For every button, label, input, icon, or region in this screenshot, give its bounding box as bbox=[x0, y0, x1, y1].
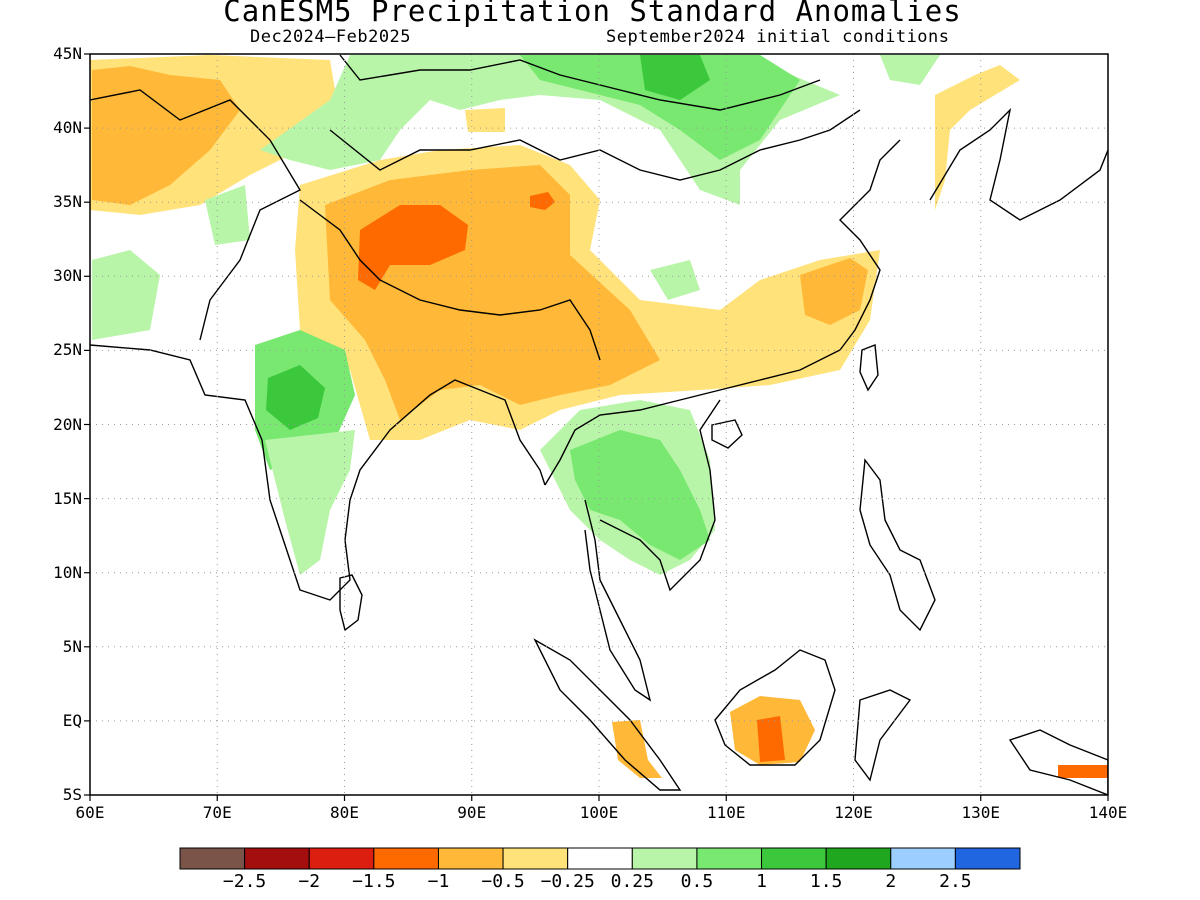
colorbar bbox=[179, 847, 1021, 870]
colorbar-swatch bbox=[696, 847, 763, 870]
colorbar-swatch bbox=[890, 847, 956, 870]
colorbar-tick-label: −1.5 bbox=[352, 871, 396, 892]
anomaly-shading bbox=[90, 55, 1108, 778]
dry-anomaly-borneo-core bbox=[757, 716, 785, 762]
colorbar-swatch bbox=[954, 847, 1021, 870]
lat-tick-label: 30N bbox=[53, 266, 82, 286]
lat-tick-label: 40N bbox=[53, 118, 82, 138]
map-title: CanESM5 Precipitation Standard Anomalies bbox=[223, 0, 962, 28]
dry-anomaly-small-core bbox=[530, 192, 555, 210]
colorbar-tick-label: 1.5 bbox=[809, 871, 843, 892]
colorbar-tick-label: 2 bbox=[885, 871, 897, 892]
colorbar-tick-label: −2.5 bbox=[222, 871, 267, 892]
taiwan-coast bbox=[859, 344, 879, 392]
colorbar-swatch bbox=[308, 847, 375, 870]
lon-tick-label: 60E bbox=[75, 803, 105, 822]
lat-tick-label: 15N bbox=[53, 488, 82, 508]
philippines-coast bbox=[859, 458, 936, 632]
lon-tick-label: 140E bbox=[1088, 803, 1128, 822]
dry-anomaly-sumatra bbox=[612, 720, 662, 778]
coastlines bbox=[90, 54, 1108, 795]
lon-tick-label: 120E bbox=[834, 803, 873, 822]
wet-anomaly-indochina-core bbox=[570, 430, 710, 560]
sulawesi-coast bbox=[854, 689, 912, 782]
colorbar-swatch bbox=[761, 847, 827, 870]
lat-tick-label: 5N bbox=[62, 636, 82, 656]
lon-tick-label: 80E bbox=[330, 803, 359, 822]
colorbar-tick-label: −2 bbox=[298, 871, 321, 892]
initial-conditions-subtitle: September2024 initial conditions bbox=[606, 27, 950, 47]
wet-anomaly-india-light bbox=[265, 430, 355, 575]
lat-tick-label: EQ bbox=[62, 710, 82, 730]
colorbar-swatch bbox=[437, 847, 504, 870]
dry-anomaly-korea bbox=[935, 65, 1020, 210]
central-asia-borders bbox=[90, 89, 301, 341]
sumatra-coast bbox=[533, 638, 682, 791]
lat-tick-label: 45N bbox=[53, 44, 82, 63]
wet-anomaly-west-india bbox=[92, 250, 160, 340]
lat-tick-label: 35N bbox=[53, 192, 82, 212]
indochina-coast bbox=[599, 399, 721, 592]
colorbar-tick-label: 0.5 bbox=[680, 871, 714, 892]
axis-ticks bbox=[84, 53, 1109, 801]
lat-tick-label: 25N bbox=[53, 340, 82, 360]
dry-anomaly-north-china-small bbox=[465, 108, 505, 132]
himalaya-border bbox=[299, 199, 601, 361]
colorbar-tick-label: 0.25 bbox=[610, 871, 654, 892]
colorbar-swatch bbox=[631, 847, 698, 870]
wet-anomaly-pakistan bbox=[205, 185, 250, 245]
lon-tick-label: 70E bbox=[202, 803, 232, 822]
colorbar-swatch bbox=[502, 847, 569, 870]
colorbar-tick-label: 1 bbox=[756, 871, 767, 892]
colorbar-tick-label: −0.25 bbox=[540, 871, 595, 892]
new-guinea-coast bbox=[1008, 729, 1108, 795]
china-border bbox=[329, 109, 861, 181]
wet-anomaly-mongolia-core bbox=[640, 55, 710, 100]
lon-tick-label: 100E bbox=[579, 803, 619, 822]
colorbar-tick-label: −1 bbox=[427, 871, 450, 892]
lat-tick-label: 5S bbox=[62, 785, 82, 804]
dry-anomaly-west-asia-core bbox=[92, 66, 240, 205]
colorbar-swatch bbox=[244, 847, 310, 870]
wet-anomaly-india-core bbox=[266, 365, 325, 430]
india-coastline bbox=[90, 344, 546, 601]
lon-tick-label: 110E bbox=[706, 803, 746, 822]
borneo-coast bbox=[714, 649, 836, 766]
southeast-asia-coastline bbox=[544, 139, 901, 486]
colorbar-swatch bbox=[825, 847, 892, 870]
wet-anomaly-northeast bbox=[880, 55, 940, 85]
lon-tick-label: 90E bbox=[457, 803, 487, 822]
wet-anomaly-mongolia bbox=[520, 55, 800, 160]
colorbar-swatch bbox=[567, 847, 633, 870]
colorbar-tick-label: −0.5 bbox=[481, 871, 525, 892]
sri-lanka-coast bbox=[339, 574, 363, 632]
lat-tick-label: 20N bbox=[53, 414, 82, 434]
malay-peninsula-coast bbox=[584, 499, 652, 702]
wet-anomaly-china-small bbox=[650, 260, 700, 300]
colorbar-swatch bbox=[373, 847, 439, 870]
dry-anomaly-tibet-strong bbox=[358, 205, 468, 290]
lon-tick-label: 130E bbox=[961, 803, 1001, 822]
colorbar-tick-label: 2.5 bbox=[939, 871, 972, 892]
korea-japan-coast bbox=[929, 107, 1108, 221]
dry-anomaly-east-china bbox=[800, 258, 868, 325]
hainan-coast bbox=[711, 419, 743, 449]
colorbar-swatch bbox=[179, 847, 246, 870]
season-subtitle: Dec2024–Feb2025 bbox=[250, 27, 412, 47]
mongolia-border bbox=[339, 54, 821, 111]
dry-anomaly-new-guinea bbox=[1058, 765, 1108, 778]
lat-tick-label: 10N bbox=[53, 562, 82, 582]
